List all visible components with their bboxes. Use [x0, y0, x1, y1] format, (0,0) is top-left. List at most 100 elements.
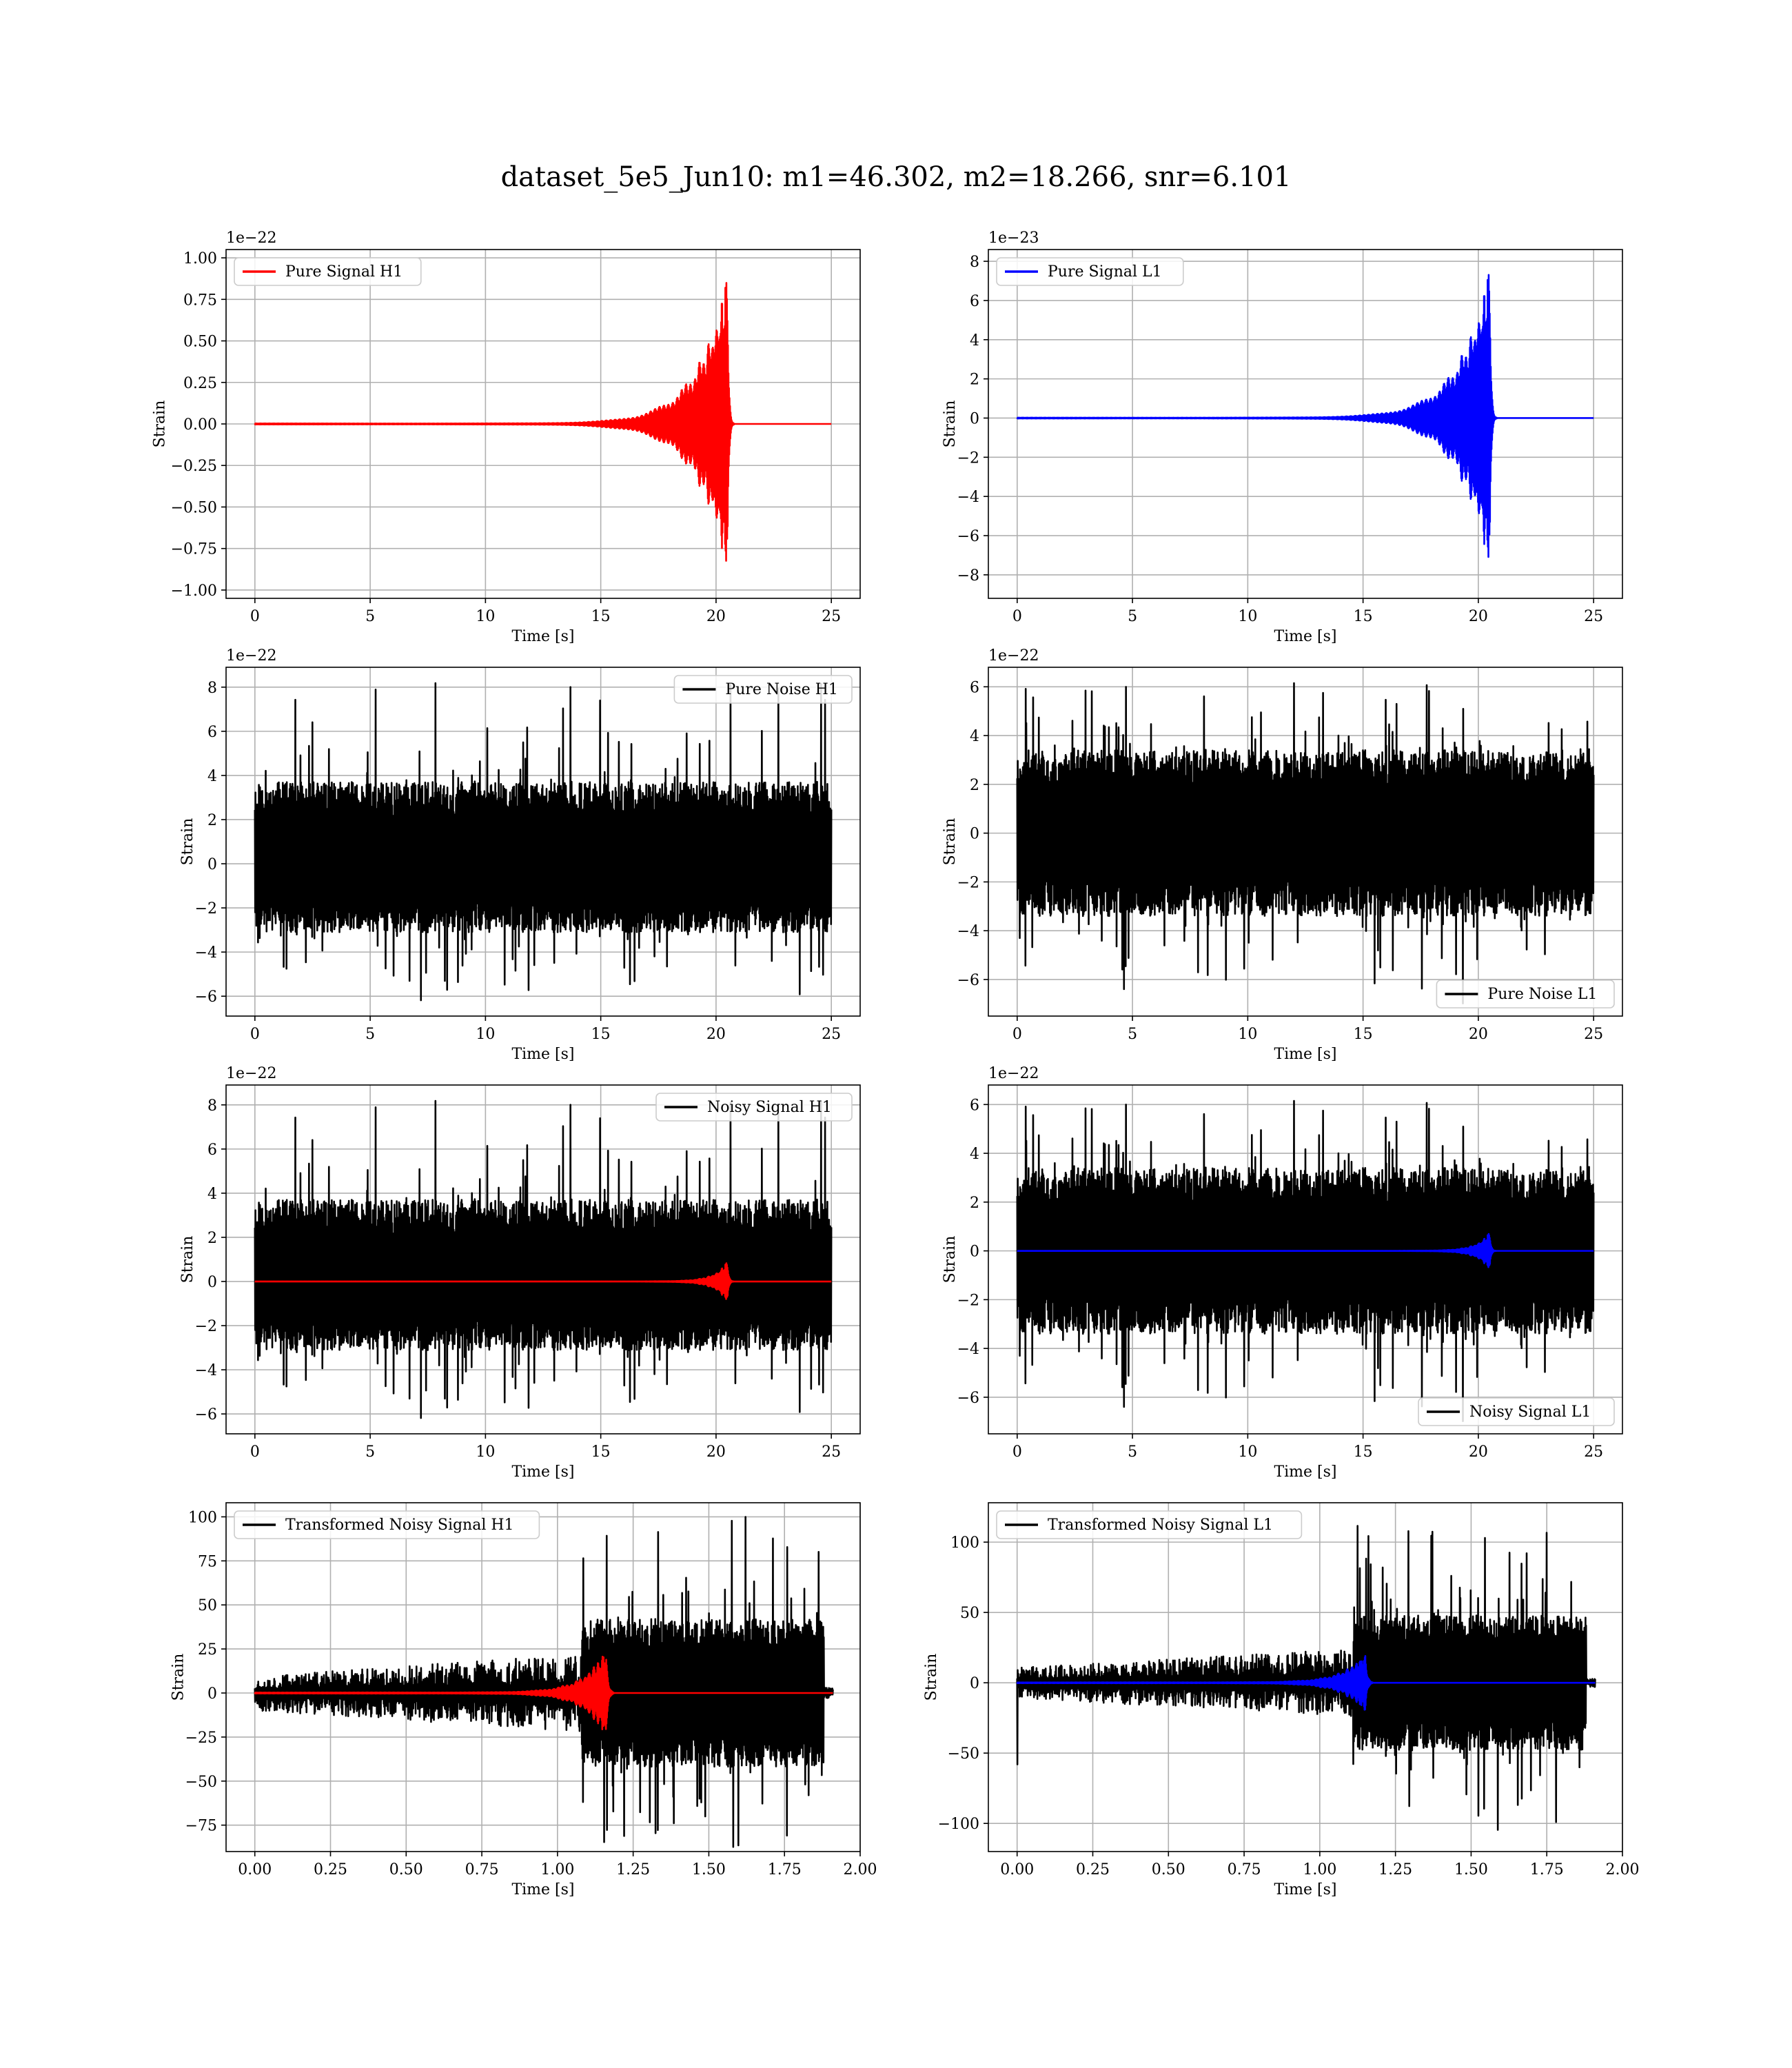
x-tick-label: 20 [706, 608, 726, 625]
x-tick-label: 0.50 [389, 1861, 423, 1878]
x-tick-label: 10 [476, 608, 495, 625]
y-tick-label: 6 [970, 293, 979, 310]
y-tick-label: 8 [207, 680, 217, 697]
y-tick-label: −6 [957, 972, 979, 989]
y-axis-label: Strain [179, 1236, 196, 1284]
x-axis-label: Time [s] [1274, 1463, 1336, 1481]
legend: Noisy Signal L1 [1418, 1397, 1615, 1426]
x-tick-label: 5 [1128, 1026, 1137, 1043]
plot-frame [225, 1502, 861, 1852]
legend: Transformed Noisy Signal L1 [996, 1510, 1303, 1539]
series-group [254, 282, 833, 562]
x-tick-label: 5 [1128, 1443, 1137, 1461]
x-tick-label: 0.25 [1076, 1861, 1110, 1878]
y-tick-label: −2 [957, 1292, 979, 1309]
legend-box [234, 257, 422, 286]
x-tick-label: 25 [1584, 1026, 1603, 1043]
axis-offset-label: 1e−22 [226, 647, 276, 665]
axis-offset-label: 1e−22 [988, 1065, 1039, 1082]
chart-panel-transformed-noisy-signal-l1: 0.00 0.25 0.50 0.75 1.00 1.25 1.50 1.75 2.00 −100… [923, 1502, 1639, 1898]
y-tick-label: 0 [207, 1685, 217, 1703]
series-line-transformed-noisy-signal-l1 [1016, 1525, 1596, 1831]
y-tick-label: −8 [957, 567, 979, 585]
legend: Pure Noise L1 [1436, 980, 1615, 1008]
y-tick-label: −2 [195, 1318, 217, 1335]
panels: 0 5 10 15 20 25−1.00−0.75−0.50−0.250.000.250.… [152, 230, 1640, 1898]
axis-offset-label: 1e−23 [988, 230, 1039, 247]
y-tick-label: −4 [957, 1341, 979, 1358]
y-tick-label: 4 [970, 1146, 979, 1163]
chart-panel-pure-noise-h1: 0 5 10 15 20 25 −6 −4 −2 0 2 4 6 8 1e−22 Time [s] Strain… [179, 647, 861, 1063]
series-line-pure-noise-h1 [254, 682, 833, 1002]
x-tick-label: 0 [250, 1026, 260, 1043]
x-tick-label: 0 [250, 1443, 260, 1461]
series-group [1016, 682, 1595, 1004]
y-tick-label: 6 [970, 679, 979, 696]
y-tick-label: 4 [207, 768, 217, 785]
series-line-pure-noise-l1 [1016, 682, 1595, 1004]
y-tick-label: −50 [948, 1745, 979, 1763]
x-tick-label: 20 [706, 1026, 726, 1043]
legend: Pure Noise H1 [673, 675, 853, 704]
x-tick-label: 10 [476, 1026, 495, 1043]
x-tick-label: 0 [1012, 1026, 1022, 1043]
y-tick-label: −100 [938, 1816, 979, 1833]
legend-box [655, 1093, 853, 1122]
x-tick-label: 20 [1469, 608, 1488, 625]
y-tick-label: 6 [207, 724, 217, 741]
y-tick-label: 75 [198, 1553, 217, 1570]
series-line-overlay-1 [254, 1262, 833, 1300]
axis-offset-label: 1e−22 [226, 1065, 276, 1082]
y-tick-label: 2 [970, 372, 979, 389]
y-tick-label: 4 [970, 728, 979, 745]
x-tick-label: 1.25 [616, 1861, 650, 1878]
series-line-pure-signal-l1 [1016, 274, 1595, 558]
y-tick-label: 50 [198, 1597, 217, 1614]
x-tick-label: 0.00 [1000, 1861, 1034, 1878]
x-tick-label: 15 [591, 1443, 611, 1461]
x-tick-label: 10 [476, 1443, 495, 1461]
series-line-noisy-signal-h1 [254, 1099, 833, 1419]
chart-panel-pure-noise-l1: 0 5 10 15 20 25 −6 −4 −2 0 2 4 6 1e−22 Time [s] Strain P… [941, 647, 1623, 1063]
figure-title: dataset_5e5_Jun10: m1=46.302, m2=18.266,… [501, 161, 1292, 193]
x-tick-label: 20 [706, 1443, 726, 1461]
x-tick-label: 15 [591, 608, 611, 625]
y-tick-label: 8 [970, 254, 979, 271]
y-axis-label: Strain [170, 1654, 187, 1701]
series-line-overlay-1 [254, 1656, 834, 1730]
x-tick-label: 5 [365, 1443, 375, 1461]
y-tick-label: 4 [207, 1186, 217, 1203]
series-line-noisy-signal-l1 [1016, 1099, 1595, 1422]
series-group [254, 682, 833, 1002]
x-tick-label: 10 [1238, 608, 1257, 625]
x-tick-label: 5 [365, 608, 375, 625]
plot-frame [988, 667, 1623, 1017]
y-tick-label: 2 [207, 812, 217, 829]
y-tick-label: −2 [957, 449, 979, 467]
x-tick-label: 1.00 [1303, 1861, 1336, 1878]
x-tick-label: 1.50 [1454, 1861, 1488, 1878]
y-tick-label: 100 [950, 1534, 979, 1552]
y-tick-label: 0.75 [183, 292, 217, 309]
y-tick-label: −2 [957, 874, 979, 891]
series-group [1016, 274, 1595, 558]
x-tick-label: 10 [1238, 1443, 1257, 1461]
x-tick-label: 1.00 [540, 1861, 574, 1878]
x-tick-label: 0.25 [314, 1861, 347, 1878]
legend-label: Noisy Signal L1 [1469, 1403, 1591, 1421]
plot-frame [988, 1084, 1623, 1435]
y-tick-label: −75 [185, 1818, 217, 1835]
x-tick-label: 25 [822, 1443, 841, 1461]
y-axis-label: Strain [941, 818, 959, 866]
x-tick-label: 0.50 [1152, 1861, 1185, 1878]
x-tick-label: 1.25 [1378, 1861, 1412, 1878]
y-tick-label: 6 [207, 1142, 217, 1159]
series-group [1016, 1525, 1596, 1831]
x-tick-label: 20 [1469, 1443, 1488, 1461]
plot-frame [225, 667, 861, 1017]
y-tick-label: 0.00 [183, 416, 217, 434]
legend-box [234, 1510, 540, 1539]
y-tick-label: 0 [207, 856, 217, 873]
y-tick-label: 2 [207, 1230, 217, 1247]
